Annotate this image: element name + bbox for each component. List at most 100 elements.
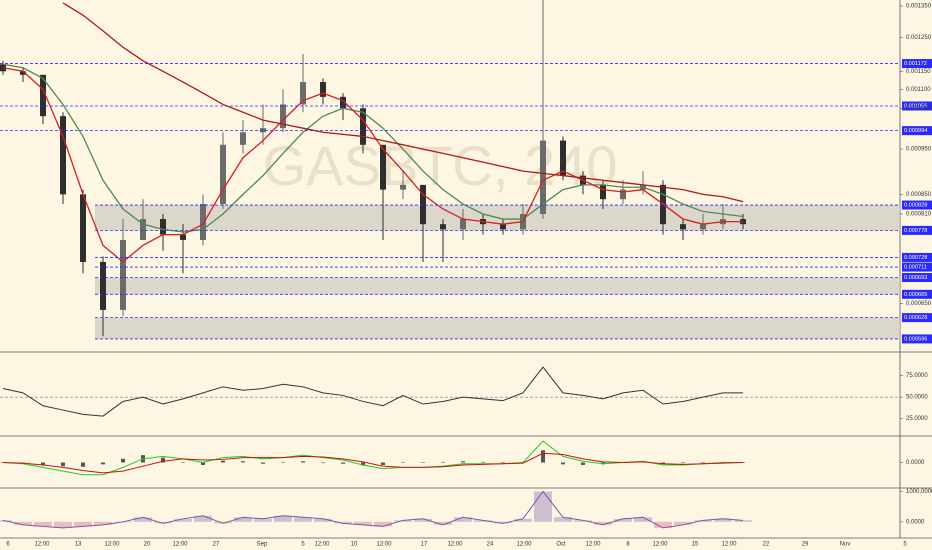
x-tick-label: Oct — [556, 542, 566, 548]
histogram-bar — [221, 460, 225, 463]
oscillator-bar — [474, 520, 492, 522]
oscillator-bar — [234, 517, 252, 522]
candle-body — [60, 116, 66, 195]
histogram-bar — [501, 462, 505, 463]
oscillator-bar — [274, 515, 292, 522]
oscillator-bar — [314, 518, 332, 522]
candle-body — [620, 189, 626, 200]
oscillator-bar — [154, 521, 172, 524]
level-label: 0.000628 — [904, 315, 927, 321]
oscillator-bar — [34, 521, 52, 527]
x-tick-label: 22 — [763, 542, 770, 548]
candle-body — [220, 144, 226, 205]
histogram-bar — [381, 462, 385, 465]
candle-body — [560, 140, 566, 176]
oscillator-bar — [174, 518, 192, 522]
histogram-bar — [541, 450, 545, 463]
indicator-line — [2, 63, 744, 233]
x-tick-label: 13 — [75, 542, 82, 548]
candle-body — [340, 96, 346, 109]
candle-body — [180, 234, 186, 240]
x-tick-label: Sep — [257, 542, 268, 548]
histogram-bar — [81, 462, 85, 467]
level-label: 0.000994 — [904, 128, 927, 134]
oscillator-bar — [214, 521, 232, 524]
oscillator-bar — [694, 520, 712, 522]
y-tick-label: 0.000650 — [906, 301, 932, 307]
histogram-bar — [201, 462, 205, 465]
histogram-bar — [121, 458, 125, 463]
histogram-bar — [101, 462, 105, 465]
oscillator-bar — [74, 521, 92, 527]
indicator-line — [2, 490, 744, 529]
oscillator-bar — [374, 521, 392, 527]
candle-body — [440, 224, 446, 230]
price-plot — [0, 0, 900, 339]
candle-body — [280, 104, 286, 129]
oscillator-bar — [94, 521, 112, 525]
oscillator-bar — [454, 517, 472, 522]
candle-body — [260, 128, 266, 133]
level-box — [902, 262, 932, 272]
oscillator-bar — [714, 518, 732, 522]
oscillator-bar — [494, 521, 512, 524]
candle-body — [120, 239, 126, 310]
oscillator-bar — [674, 521, 692, 525]
x-tick-label: 12:00 — [172, 542, 188, 548]
indicator-line — [2, 67, 743, 263]
y-tick-label: 0.000850 — [906, 192, 932, 198]
level-box — [902, 59, 932, 69]
histogram-bar — [581, 462, 585, 465]
y-tick-label: 0.0000 — [906, 519, 925, 525]
level-box — [902, 200, 932, 210]
histogram-bar — [61, 462, 65, 467]
histogram-bar — [661, 462, 665, 464]
y-tick-label: 1000.0000 — [906, 489, 932, 495]
y-tick-label: 0.000810 — [906, 212, 932, 218]
oscillator-bar — [434, 521, 452, 525]
histogram-bar — [401, 462, 405, 463]
y-tick-label: 0.001250 — [906, 35, 932, 41]
candle-body — [100, 261, 106, 310]
x-tick-label: 6 — [6, 542, 10, 548]
y-tick-label: 50.0000 — [906, 395, 928, 401]
y-tick-label: 75.0000 — [906, 373, 928, 379]
level-box — [902, 225, 932, 235]
oscillator-bar — [134, 517, 152, 522]
candle-body — [200, 204, 206, 240]
x-tick-label: 15 — [692, 542, 699, 548]
x-tick-label: 8 — [626, 542, 630, 548]
oscillator-bar — [194, 515, 212, 522]
x-tick-label: 5 — [301, 542, 305, 548]
level-label: 0.001172 — [904, 61, 927, 67]
histogram-bar — [461, 461, 465, 463]
y-tick-label: 0.0000 — [906, 460, 925, 466]
x-tick-label: 12:00 — [447, 542, 463, 548]
oscillator-bar — [614, 518, 632, 522]
histogram-bar — [281, 462, 285, 463]
y-tick-label: 0.001350 — [906, 4, 932, 10]
indicator-line — [62, 2, 744, 203]
candle-body — [40, 74, 46, 117]
oscillator-bar — [14, 521, 32, 525]
level-label: 0.000665 — [904, 292, 927, 298]
histogram-bar — [561, 462, 565, 465]
candle-body — [600, 184, 606, 200]
candle-body — [700, 224, 706, 230]
x-tick-label: 17 — [421, 542, 428, 548]
indicator-line — [2, 366, 743, 417]
x-tick-label: 27 — [213, 542, 220, 548]
level-box — [902, 252, 932, 262]
candle-body — [360, 108, 366, 145]
y-tick-label: 0.001150 — [906, 69, 931, 75]
level-box — [902, 126, 932, 136]
candle-body — [240, 132, 246, 145]
level-label: 0.000778 — [904, 228, 927, 234]
histogram-bar — [161, 457, 165, 463]
zone — [95, 317, 900, 339]
candle-body — [680, 224, 686, 230]
x-tick-label: 20 — [144, 542, 151, 548]
level-box — [902, 334, 932, 344]
